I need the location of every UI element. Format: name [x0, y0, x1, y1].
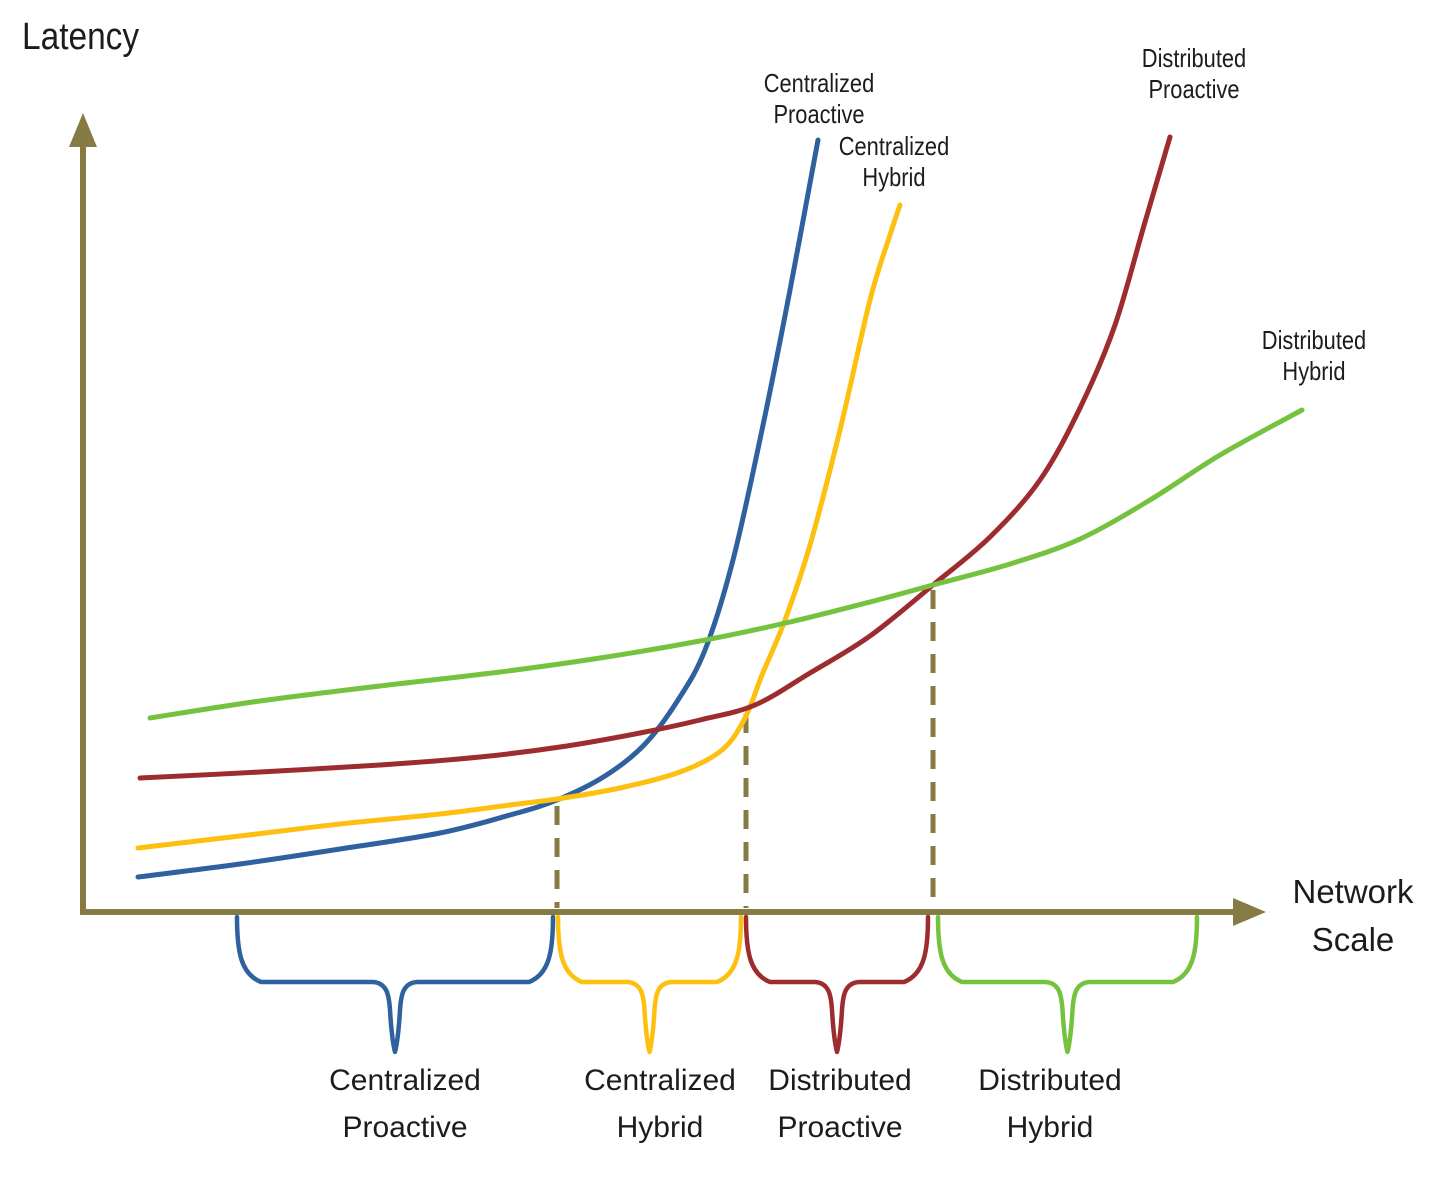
region-label-line: Centralized [584, 1064, 736, 1097]
curve-label-line: Centralized [838, 131, 950, 161]
region-label-line: Centralized [329, 1064, 481, 1097]
x-axis-arrowhead-icon [1233, 898, 1266, 926]
brace-distributed-proactive [743, 914, 931, 1055]
curve-label-line: Proactive [1148, 74, 1240, 104]
curve-label-line: Hybrid [862, 162, 926, 192]
region-label-centralized-proactive: Centralized Proactive [265, 1057, 545, 1151]
region-label-centralized-hybrid: Centralized Hybrid [520, 1057, 800, 1151]
brace-centralized-hybrid [555, 914, 744, 1055]
curve-label-line: Centralized [763, 68, 875, 98]
x-axis-label-line1: Network [1292, 873, 1414, 910]
curve-label-line: Distributed [1141, 43, 1247, 73]
curve-distributed-hybrid [147, 407, 1305, 721]
brace-distributed-hybrid [935, 914, 1200, 1055]
curve-centralized-proactive [135, 137, 821, 880]
curve-centralized-hybrid [135, 202, 903, 851]
curve-label-distributed-hybrid: Distributed Hybrid [1222, 325, 1407, 387]
y-axis-label: Latency [22, 16, 140, 58]
region-label-distributed-proactive: Distributed Proactive [700, 1057, 980, 1151]
region-label-line: Hybrid [1006, 1111, 1094, 1144]
axes [69, 113, 1266, 926]
divider-lines [554, 590, 936, 908]
region-label-line: Hybrid [616, 1111, 704, 1144]
x-axis-label-line2: Scale [1311, 921, 1395, 958]
region-label-line: Distributed [978, 1064, 1122, 1097]
region-label-line: Distributed [768, 1064, 912, 1097]
curves [135, 134, 1305, 880]
region-label-distributed-hybrid: Distributed Hybrid [910, 1057, 1190, 1151]
x-axis-label: Network Scale [1253, 868, 1440, 964]
y-axis-arrowhead-icon [69, 113, 97, 147]
curve-label-line: Hybrid [1282, 356, 1346, 386]
region-label-line: Proactive [342, 1111, 468, 1144]
curve-label-line: Distributed [1261, 325, 1367, 355]
curve-label-line: Proactive [773, 99, 865, 129]
curve-distributed-proactive [137, 134, 1173, 781]
curve-label-centralized-proactive: Centralized Proactive [727, 68, 912, 130]
region-braces [234, 914, 1200, 1055]
region-label-line: Proactive [777, 1111, 903, 1144]
curve-label-distributed-proactive: Distributed Proactive [1102, 43, 1287, 105]
brace-centralized-proactive [234, 914, 556, 1055]
curve-label-centralized-hybrid: Centralized Hybrid [802, 131, 987, 193]
